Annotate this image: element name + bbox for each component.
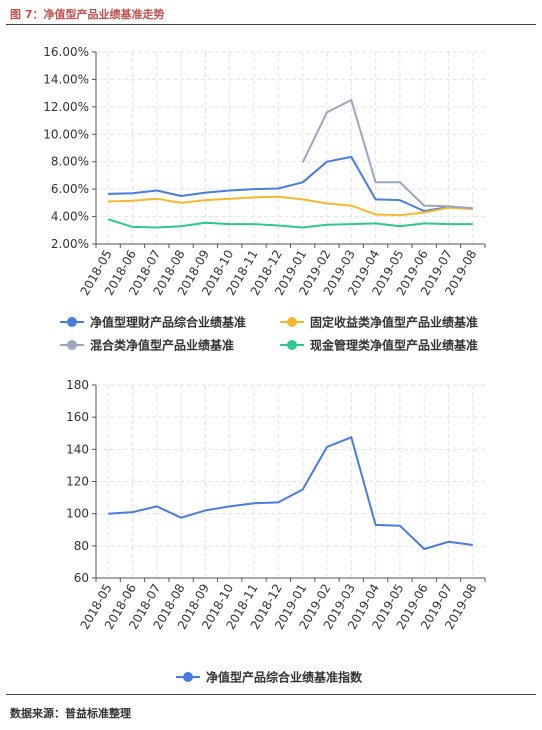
y-tick-label: 8.00%	[51, 155, 89, 169]
legend-label: 净值型理财产品综合业绩基准	[90, 315, 246, 330]
series-line-1	[108, 155, 473, 213]
legend-item-4: 现金管理类净值型产品业绩基准	[280, 338, 478, 353]
y-tick-label: 12.00%	[43, 100, 89, 114]
y-tick-label: 80	[74, 539, 89, 553]
legend-label: 固定收益类净值型产品业绩基准	[310, 315, 478, 330]
y-tick-label: 140	[66, 442, 89, 456]
legend-item-1: 净值型理财产品综合业绩基准	[60, 315, 246, 330]
y-tick-label: 100	[66, 507, 89, 521]
legend-marker	[67, 340, 77, 350]
figure-title: 图 7：净值型产品业绩基准走势	[10, 8, 165, 21]
source-note: 数据来源：普益标准整理	[10, 707, 131, 720]
legend-marker	[287, 317, 297, 327]
series-line-4	[107, 218, 473, 229]
y-tick-label: 4.00%	[51, 210, 89, 224]
y-tick-label: 14.00%	[43, 72, 89, 86]
series-line-1	[108, 436, 473, 550]
legend-label: 现金管理类净值型产品业绩基准	[310, 338, 478, 353]
legend-item-1: 净值型产品综合业绩基准指数	[176, 670, 363, 685]
y-tick-label: 180	[66, 378, 89, 392]
y-tick-label: 16.00%	[43, 45, 89, 59]
y-tick-label: 60	[74, 571, 89, 585]
chart-1: 2.00% 4.00% 6.00% 8.00% 10.00% 12.00% 14.00% 16…	[43, 45, 486, 353]
top-rule	[6, 24, 536, 25]
legend-marker	[67, 317, 77, 327]
legend-item-3: 混合类净值型产品业绩基准	[60, 338, 234, 353]
chart-2: 60801001201401601802018-052018-062018-07…	[66, 378, 486, 685]
legend-label: 净值型产品综合业绩基准指数	[206, 670, 363, 685]
bottom-rule	[6, 694, 536, 695]
y-tick-label: 120	[66, 475, 89, 489]
legend-marker	[183, 672, 193, 682]
y-tick-label: 10.00%	[43, 127, 89, 141]
y-tick-label: 6.00%	[51, 182, 89, 196]
legend-marker	[287, 340, 297, 350]
y-tick-label: 160	[66, 410, 89, 424]
legend-item-2: 固定收益类净值型产品业绩基准	[280, 315, 478, 330]
series-line-3	[301, 99, 473, 210]
y-tick-label: 2.00%	[51, 237, 89, 251]
series-line-2	[108, 195, 473, 217]
legend-label: 混合类净值型产品业绩基准	[90, 338, 234, 353]
